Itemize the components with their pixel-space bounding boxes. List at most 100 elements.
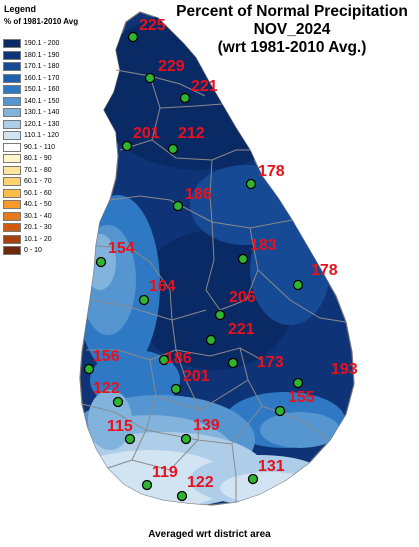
legend-item-label: 0 - 10 <box>24 247 42 255</box>
legend-swatch <box>3 73 21 83</box>
legend-item-label: 40.1 - 50 <box>24 201 52 209</box>
station-dot <box>121 140 133 152</box>
district-value-label: 183 <box>250 237 277 254</box>
legend-item: 110.1 - 120 <box>3 130 59 142</box>
station-dot <box>144 72 156 84</box>
legend-swatch <box>3 85 21 95</box>
district-value-label: 221 <box>191 78 218 95</box>
district-value-label: 212 <box>178 125 205 142</box>
legend-item: 160.1 - 170 <box>3 73 59 85</box>
legend-item: 80.1 - 90 <box>3 153 59 165</box>
legend-item: 10.1 - 20 <box>3 234 59 246</box>
district-value-label: 156 <box>93 348 120 365</box>
district-value-label: 155 <box>288 389 315 406</box>
legend-swatch <box>3 50 21 60</box>
legend-item-label: 160.1 - 170 <box>24 74 60 82</box>
station-dot <box>227 357 239 369</box>
legend-item-label: 90.1 - 110 <box>24 143 56 151</box>
district-value-label: 164 <box>149 278 176 295</box>
map-title: Percent of Normal Precipitation NOV_2024… <box>166 3 418 57</box>
district-value-label: 225 <box>139 17 166 34</box>
legend-item: 0 - 10 <box>3 245 59 257</box>
station-dot <box>124 433 136 445</box>
legend-swatch <box>3 211 21 221</box>
district-value-label: 115 <box>107 418 133 435</box>
legend-title: Legend <box>4 4 37 14</box>
legend-item: 150.1 - 160 <box>3 84 59 96</box>
district-value-label: 178 <box>311 262 338 279</box>
station-dot <box>95 256 107 268</box>
legend-item-label: 30.1 - 40 <box>24 212 52 220</box>
legend-item-label: 70.1 - 80 <box>24 166 52 174</box>
station-dot <box>170 383 182 395</box>
title-line-1: Percent of Normal Precipitation <box>176 3 408 20</box>
legend-swatch <box>3 165 21 175</box>
district-value-label: 122 <box>93 380 120 397</box>
station-dot <box>127 31 139 43</box>
district-value-label: 173 <box>257 354 284 371</box>
district-value-label: 119 <box>152 464 178 481</box>
station-dot <box>112 396 124 408</box>
legend-item: 50.1 - 60 <box>3 188 59 200</box>
station-dot <box>141 479 153 491</box>
legend-item-label: 180.1 - 190 <box>24 51 60 59</box>
legend-list: 190.1 - 200 180.1 - 190 170.1 - 180 160.1 -… <box>3 38 59 257</box>
district-value-label: 193 <box>331 361 358 378</box>
station-dot <box>247 473 259 485</box>
legend-swatch <box>3 119 21 129</box>
station-dot <box>158 354 170 366</box>
title-line-2: NOV_2024 <box>253 21 331 38</box>
district-value-label: 229 <box>158 58 185 75</box>
legend-item-label: 60.1 - 70 <box>24 178 52 186</box>
station-dot <box>205 334 217 346</box>
legend-item-label: 150.1 - 160 <box>24 86 60 94</box>
district-value-label: 221 <box>228 321 255 338</box>
legend-swatch <box>3 188 21 198</box>
legend-swatch <box>3 246 21 256</box>
legend-subtitle: % of 1981-2010 Avg <box>4 17 79 26</box>
station-dot <box>274 405 286 417</box>
station-dot <box>167 143 179 155</box>
legend-item-label: 190.1 - 200 <box>24 40 60 48</box>
district-value-label: 186 <box>165 350 192 367</box>
legend-item: 60.1 - 70 <box>3 176 59 188</box>
legend-item: 20.1 - 30 <box>3 222 59 234</box>
district-value-label: 131 <box>258 458 285 475</box>
legend-item-label: 80.1 - 90 <box>24 155 52 163</box>
legend-swatch <box>3 200 21 210</box>
legend-item-label: 130.1 - 140 <box>24 109 60 117</box>
station-dot <box>138 294 150 306</box>
title-line-3: (wrt 1981-2010 Avg.) <box>217 39 367 56</box>
district-value-label: 186 <box>185 186 212 203</box>
legend-item-label: 140.1 - 150 <box>24 97 60 105</box>
legend-item: 140.1 - 150 <box>3 96 59 108</box>
legend-item: 130.1 - 140 <box>3 107 59 119</box>
station-dots <box>83 31 304 502</box>
legend-item: 30.1 - 40 <box>3 211 59 223</box>
legend-item: 120.1 - 130 <box>3 119 59 131</box>
legend-item: 70.1 - 80 <box>3 165 59 177</box>
district-value-label: 201 <box>183 368 210 385</box>
legend-item: 40.1 - 50 <box>3 199 59 211</box>
legend-swatch <box>3 96 21 106</box>
district-value-label: 206 <box>229 289 256 306</box>
legend-swatch <box>3 131 21 141</box>
legend-swatch <box>3 108 21 118</box>
map-footer: Averaged wrt district area <box>148 529 271 540</box>
district-value-label: 201 <box>133 125 160 142</box>
legend-item: 180.1 - 190 <box>3 50 59 62</box>
legend-swatch <box>3 234 21 244</box>
station-dot <box>180 433 192 445</box>
legend-item-label: 20.1 - 30 <box>24 224 52 232</box>
legend-swatch <box>3 177 21 187</box>
district-value-label: 154 <box>108 240 135 257</box>
district-value-label: 178 <box>258 163 285 180</box>
district-value-label: 139 <box>193 417 220 434</box>
station-dot <box>176 490 188 502</box>
legend-item-label: 110.1 - 120 <box>24 132 59 140</box>
legend-item-label: 10.1 - 20 <box>24 235 52 243</box>
legend-item: 170.1 - 180 <box>3 61 59 73</box>
legend-swatch <box>3 142 21 152</box>
station-dot <box>245 178 257 190</box>
legend-swatch <box>3 154 21 164</box>
